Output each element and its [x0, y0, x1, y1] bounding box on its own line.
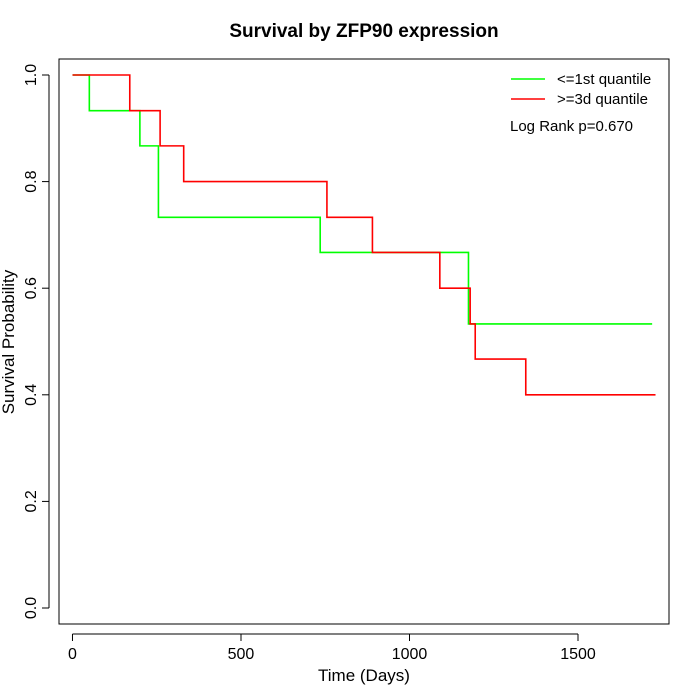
- legend-label-1: <=1st quantile: [557, 71, 651, 88]
- legend-label-2: >=3d quantile: [557, 91, 648, 108]
- y-axis-label: Survival Probability: [0, 269, 18, 414]
- y-tick-label: 0.8: [23, 170, 40, 192]
- plot-frame: [58, 58, 670, 625]
- y-tick-label: 0.4: [23, 384, 40, 406]
- series-line-1: [72, 74, 653, 325]
- x-axis-label: Time (Days): [318, 666, 410, 685]
- x-axis: 0 500 1000 1500: [68, 633, 596, 663]
- series-group: [72, 74, 656, 396]
- y-axis: 0.0 0.2 0.4 0.6 0.8 1.0: [23, 64, 50, 619]
- x-tick-label: 1000: [392, 646, 428, 663]
- y-tick-label: 0.2: [23, 490, 40, 512]
- x-tick-label: 500: [228, 646, 255, 663]
- log-rank-annotation: Log Rank p=0.670: [510, 118, 633, 135]
- x-tick-label: 0: [68, 646, 77, 663]
- chart-title: Survival by ZFP90 expression: [229, 21, 498, 42]
- series-line-2: [72, 74, 656, 396]
- y-tick-label: 0.0: [23, 597, 40, 619]
- x-tick-label: 1500: [560, 646, 596, 663]
- legend: <=1st quantile >=3d quantile: [511, 71, 651, 108]
- y-tick-label: 0.6: [23, 277, 40, 299]
- y-tick-label: 1.0: [23, 64, 40, 86]
